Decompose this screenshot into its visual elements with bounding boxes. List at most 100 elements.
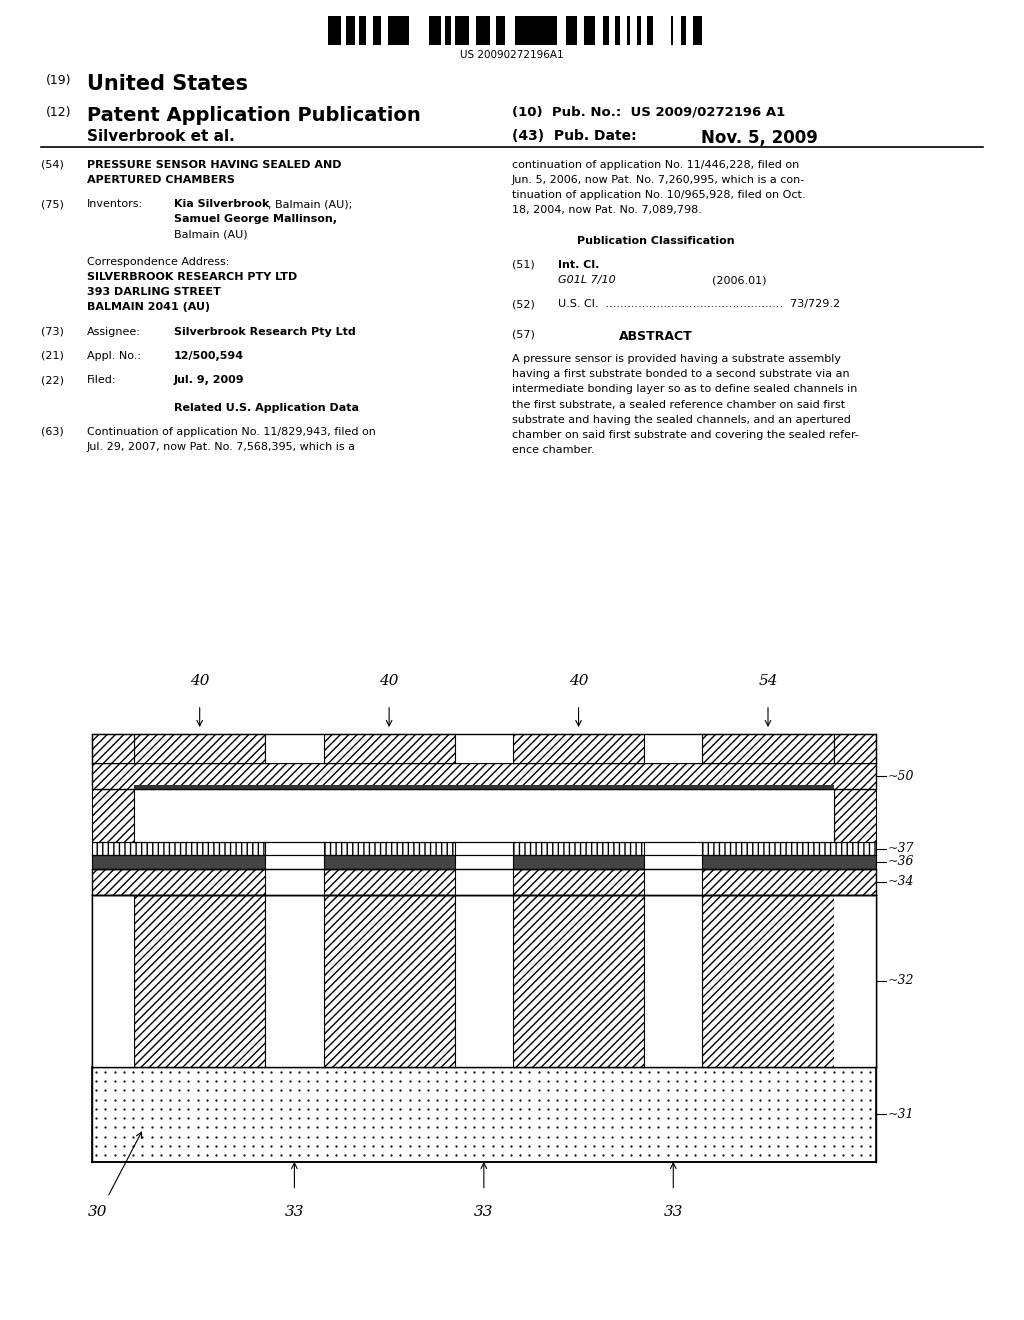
- Text: (10)  Pub. No.:  US 2009/0272196 A1: (10) Pub. No.: US 2009/0272196 A1: [512, 106, 785, 119]
- Bar: [362, 16, 366, 45]
- Text: Silverbrook Research Pty Ltd: Silverbrook Research Pty Ltd: [174, 326, 355, 337]
- Text: ~37: ~37: [888, 842, 914, 855]
- Bar: [554, 16, 557, 45]
- Bar: [92, 763, 876, 789]
- Bar: [644, 842, 702, 855]
- Bar: [397, 16, 400, 45]
- Bar: [637, 16, 641, 45]
- Bar: [346, 16, 349, 45]
- Text: G01L 7/10: G01L 7/10: [558, 275, 615, 285]
- Bar: [378, 16, 381, 45]
- Text: 54: 54: [758, 675, 778, 688]
- Bar: [647, 16, 653, 45]
- Text: 18, 2004, now Pat. No. 7,089,798.: 18, 2004, now Pat. No. 7,089,798.: [512, 205, 701, 215]
- Bar: [693, 16, 695, 45]
- Text: SILVERBROOK RESEARCH PTY LTD: SILVERBROOK RESEARCH PTY LTD: [87, 272, 297, 282]
- Text: United States: United States: [87, 74, 248, 94]
- Bar: [328, 16, 330, 45]
- Bar: [92, 895, 876, 1067]
- Text: , Balmain (AU);: , Balmain (AU);: [268, 199, 352, 209]
- Bar: [671, 16, 673, 45]
- Text: (54): (54): [41, 160, 63, 170]
- Bar: [404, 16, 409, 45]
- Text: 393 DARLING STREET: 393 DARLING STREET: [87, 288, 221, 297]
- Bar: [702, 734, 834, 763]
- Bar: [543, 16, 545, 45]
- Bar: [265, 855, 324, 869]
- Bar: [387, 16, 392, 45]
- Text: ABSTRACT: ABSTRACT: [618, 330, 692, 343]
- Text: Correspondence Address:: Correspondence Address:: [87, 257, 229, 267]
- Bar: [455, 895, 513, 1067]
- Text: ~36: ~36: [888, 855, 914, 869]
- Bar: [373, 16, 378, 45]
- Text: 12/500,594: 12/500,594: [174, 351, 244, 360]
- Bar: [483, 16, 489, 45]
- Bar: [400, 16, 404, 45]
- Bar: [324, 895, 455, 1067]
- Text: Samuel George Mallinson,: Samuel George Mallinson,: [174, 214, 337, 224]
- Bar: [429, 16, 434, 45]
- Bar: [92, 869, 876, 895]
- Text: Silverbrook et al.: Silverbrook et al.: [87, 129, 234, 144]
- Text: Jul. 9, 2009: Jul. 9, 2009: [174, 375, 245, 385]
- Bar: [606, 16, 609, 45]
- Text: Jul. 29, 2007, now Pat. No. 7,568,395, which is a: Jul. 29, 2007, now Pat. No. 7,568,395, w…: [87, 442, 356, 451]
- Bar: [476, 16, 483, 45]
- Bar: [537, 16, 543, 45]
- Bar: [265, 869, 324, 895]
- Bar: [584, 16, 589, 45]
- Text: (19): (19): [46, 74, 72, 87]
- Bar: [455, 734, 513, 763]
- Text: (51): (51): [512, 260, 535, 269]
- Bar: [834, 895, 876, 1067]
- Text: tinuation of application No. 10/965,928, filed on Oct.: tinuation of application No. 10/965,928,…: [512, 190, 806, 201]
- Bar: [529, 16, 537, 45]
- Text: BALMAIN 2041 (AU): BALMAIN 2041 (AU): [87, 302, 210, 313]
- Text: ~34: ~34: [888, 875, 914, 888]
- Bar: [92, 1067, 876, 1162]
- Text: (63): (63): [41, 426, 63, 437]
- Bar: [681, 16, 686, 45]
- Bar: [457, 16, 462, 45]
- Bar: [335, 16, 341, 45]
- Text: (21): (21): [41, 351, 63, 360]
- Text: (52): (52): [512, 300, 535, 309]
- Bar: [834, 734, 876, 763]
- Text: 40: 40: [189, 675, 210, 688]
- Text: continuation of application No. 11/446,228, filed on: continuation of application No. 11/446,2…: [512, 160, 800, 170]
- Text: 33: 33: [664, 1205, 683, 1218]
- Text: 40: 40: [379, 675, 399, 688]
- Bar: [513, 895, 644, 1067]
- Bar: [359, 16, 362, 45]
- Text: 33: 33: [285, 1205, 304, 1218]
- Text: ~58~: ~58~: [465, 809, 503, 822]
- Text: 33: 33: [474, 1205, 494, 1218]
- Text: chamber on said first substrate and covering the sealed refer-: chamber on said first substrate and cove…: [512, 430, 859, 440]
- Bar: [519, 16, 525, 45]
- Bar: [644, 855, 702, 869]
- Bar: [92, 895, 134, 1067]
- Text: having a first substrate bonded to a second substrate via an: having a first substrate bonded to a sec…: [512, 370, 850, 379]
- Text: (75): (75): [41, 199, 63, 209]
- Bar: [644, 734, 702, 763]
- Text: ~50: ~50: [888, 770, 914, 783]
- Text: 30: 30: [87, 1205, 108, 1218]
- Bar: [134, 785, 834, 789]
- Text: (57): (57): [512, 330, 535, 339]
- Text: ~31: ~31: [888, 1107, 914, 1121]
- Bar: [496, 16, 500, 45]
- Text: Patent Application Publication: Patent Application Publication: [87, 106, 421, 124]
- Bar: [134, 734, 265, 763]
- Text: intermediate bonding layer so as to define sealed channels in: intermediate bonding layer so as to defi…: [512, 384, 857, 395]
- Text: Publication Classification: Publication Classification: [577, 235, 734, 246]
- Bar: [565, 16, 570, 45]
- Bar: [834, 789, 876, 842]
- Bar: [265, 734, 324, 763]
- Bar: [615, 16, 621, 45]
- Text: (43)  Pub. Date:: (43) Pub. Date:: [512, 129, 637, 144]
- Bar: [92, 734, 134, 763]
- Text: A pressure sensor is provided having a substrate assembly: A pressure sensor is provided having a s…: [512, 354, 841, 364]
- Bar: [455, 16, 457, 45]
- Text: Continuation of application No. 11/829,943, filed on: Continuation of application No. 11/829,9…: [87, 426, 376, 437]
